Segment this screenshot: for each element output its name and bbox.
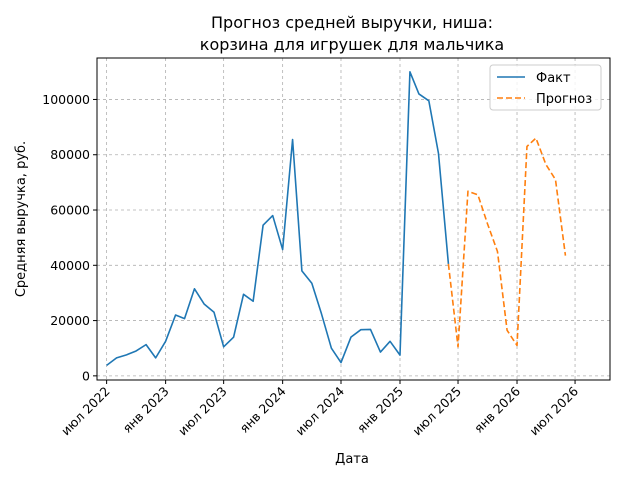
y-axis: 0 20000 40000 60000 80000 100000 bbox=[42, 92, 97, 383]
series-line-fact bbox=[106, 71, 450, 366]
y-tick-label: 80000 bbox=[50, 147, 90, 162]
plot-frame bbox=[96, 57, 611, 381]
legend-label-fact: Факт bbox=[536, 71, 571, 86]
y-tick-label: 0 bbox=[82, 368, 90, 383]
series-line-forecast bbox=[447, 137, 567, 348]
legend: Факт Прогноз bbox=[489, 64, 602, 111]
y-tick-label: 20000 bbox=[50, 313, 90, 328]
chart-title-line-2: корзина для игрушек для мальчика bbox=[200, 35, 504, 54]
y-tick-label: 60000 bbox=[50, 203, 90, 218]
x-axis-label: Дата bbox=[335, 452, 369, 467]
series-layer bbox=[106, 71, 567, 366]
y-tick-label: 40000 bbox=[50, 258, 90, 273]
y-axis-label: Средняя выручка, руб. bbox=[14, 141, 29, 297]
y-tick-label: 100000 bbox=[42, 92, 90, 107]
legend-label-forecast: Прогноз bbox=[536, 92, 592, 107]
chart-title-line-1: Прогноз средней выручки, ниша: bbox=[211, 13, 493, 32]
